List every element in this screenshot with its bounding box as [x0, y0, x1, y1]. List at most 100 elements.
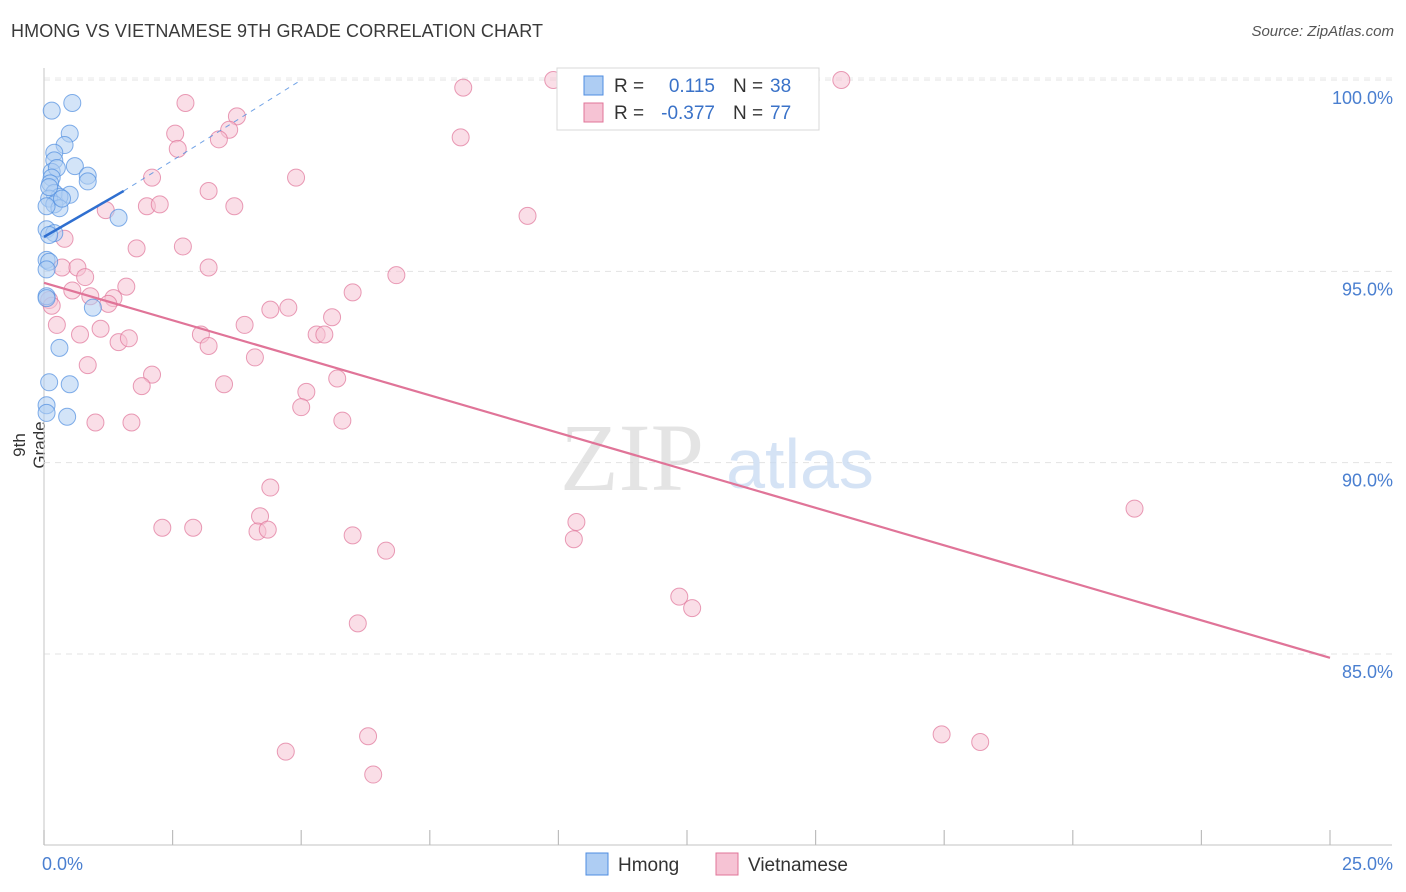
vietnamese-point	[670, 587, 689, 606]
vietnamese-point	[297, 382, 316, 401]
vietnamese-point	[932, 725, 951, 744]
legend-r-label: R =	[614, 76, 644, 97]
vietnamese-point	[176, 93, 195, 112]
vietnamese-point	[245, 348, 264, 367]
vietnamese-point	[71, 325, 90, 344]
vietnamese-point	[567, 512, 586, 531]
bottom-legend-label-hmong: Hmong	[618, 855, 679, 876]
vietnamese-point	[1125, 499, 1144, 518]
bottom-legend-swatch-hmong	[585, 852, 609, 876]
hmong-point	[65, 157, 84, 176]
hmong-point	[37, 260, 56, 279]
vietnamese-point	[215, 375, 234, 394]
vietnamese-point	[119, 329, 138, 348]
x-tick-label: 25.0%	[1342, 854, 1393, 874]
hmong-point	[40, 178, 59, 197]
vietnamese-point	[451, 128, 470, 147]
legend-r-label: R =	[614, 103, 644, 124]
vietnamese-point	[235, 315, 254, 334]
y-tick-label: 95.0%	[1342, 279, 1393, 299]
hmong-point	[37, 197, 56, 216]
vietnamese-point	[143, 365, 162, 384]
vietnamese-point	[143, 168, 162, 187]
vietnamese-point	[91, 319, 110, 338]
hmong-point	[83, 298, 102, 317]
vietnamese-point	[343, 526, 362, 545]
chart-title: HMONG VS VIETNAMESE 9TH GRADE CORRELATIO…	[11, 21, 544, 41]
hmong-point	[50, 338, 69, 357]
vietnamese-point	[348, 614, 367, 633]
y-tick-label: 100.0%	[1332, 88, 1393, 108]
vietnamese-point	[150, 195, 169, 214]
vietnamese-point	[199, 181, 218, 200]
vietnamese-point	[315, 325, 334, 344]
hmong-trend-line	[43, 189, 125, 238]
vietnamese-point	[287, 168, 306, 187]
vietnamese-point	[261, 300, 280, 319]
tick-labels: 100.0% 95.0% 90.0% 85.0% 0.0% 25.0%	[42, 88, 1393, 874]
vietnamese-point	[683, 599, 702, 618]
legend: R = 0.115 N = 38 R = -0.377 N = 77	[556, 67, 820, 131]
vietnamese-point	[166, 124, 185, 143]
vietnamese-trend-line	[43, 281, 1331, 659]
vietnamese-point	[276, 742, 295, 761]
vietnamese-point	[153, 518, 172, 537]
hmong-point	[58, 407, 77, 426]
axes	[43, 68, 1392, 846]
vietnamese-point	[199, 258, 218, 277]
vietnamese-point	[279, 298, 298, 317]
vietnamese-point	[209, 130, 228, 149]
vietnamese-point	[387, 266, 406, 285]
gridlines	[44, 77, 1392, 655]
vietnamese-point	[225, 197, 244, 216]
vietnamese-point	[832, 71, 851, 89]
vietnamese-point	[377, 541, 396, 560]
hmong-point	[60, 375, 79, 394]
hmong-point	[109, 208, 128, 227]
bottom-legend-swatch-vietnamese	[715, 852, 739, 876]
vietnamese-point	[173, 237, 192, 256]
trend-lines	[43, 79, 1331, 659]
y-tick-label: 85.0%	[1342, 662, 1393, 682]
vietnamese-point	[258, 520, 277, 539]
vietnamese-point	[199, 336, 218, 355]
vietnamese-point	[292, 398, 311, 417]
watermark-zip: ZIP	[560, 404, 704, 511]
legend-r-value: 0.115	[669, 76, 715, 97]
hmong-point	[37, 403, 56, 422]
bottom-legend-label-vietnamese: Vietnamese	[748, 855, 848, 876]
vietnamese-point	[261, 478, 280, 497]
legend-swatch-vietnamese	[583, 102, 604, 123]
legend-n-label: N =	[733, 76, 763, 97]
vietnamese-point	[127, 239, 146, 258]
hmong-point	[63, 93, 82, 112]
vietnamese-point	[47, 315, 66, 334]
watermark-atlas: atlas	[726, 425, 874, 503]
vietnamese-point	[168, 139, 187, 158]
legend-r-value: -0.377	[661, 103, 715, 124]
hmong-trend-extension	[123, 79, 302, 192]
legend-n-label: N =	[733, 103, 763, 124]
hmong-point	[37, 289, 56, 308]
vietnamese-point	[343, 283, 362, 302]
vietnamese-point	[132, 377, 151, 396]
vietnamese-point	[227, 107, 246, 126]
vietnamese-point	[117, 277, 136, 296]
hmong-point	[53, 189, 72, 208]
watermark: ZIP atlas	[560, 404, 874, 511]
vietnamese-point	[454, 78, 473, 97]
y-tick-label: 90.0%	[1342, 471, 1393, 491]
vietnamese-point	[518, 206, 537, 225]
vietnamese-point	[323, 308, 342, 327]
legend-swatch-hmong	[583, 75, 604, 96]
hmong-point	[78, 172, 97, 191]
vietnamese-point	[184, 518, 203, 537]
legend-n-value: 38	[770, 76, 791, 97]
legend-n-value: 77	[770, 103, 791, 124]
chart-source: Source: ZipAtlas.com	[1251, 23, 1394, 40]
vietnamese-point	[364, 765, 383, 784]
hmong-point	[42, 101, 61, 120]
vietnamese-point	[76, 268, 95, 287]
vietnamese-point	[564, 530, 583, 549]
